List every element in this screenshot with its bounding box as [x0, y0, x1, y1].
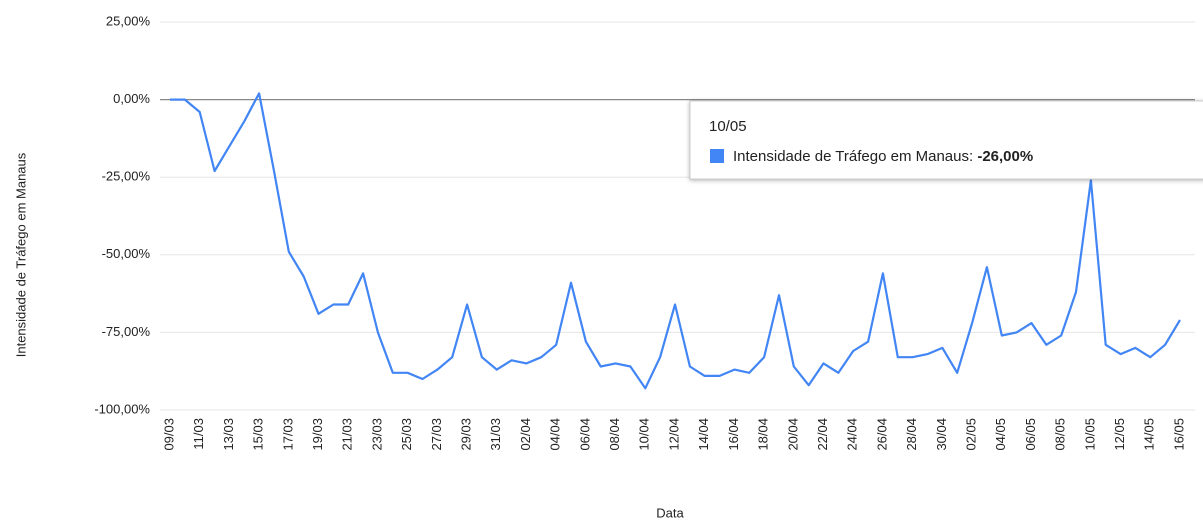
- x-tick-label: 27/03: [429, 418, 444, 451]
- x-tick-label: 11/03: [191, 418, 206, 450]
- x-tick-label: 28/04: [904, 418, 919, 451]
- x-tick-label: 06/05: [1023, 418, 1038, 451]
- x-tick-label: 29/03: [458, 418, 473, 451]
- x-tick-label: 16/04: [726, 418, 741, 451]
- x-tick-label: 30/04: [934, 418, 949, 451]
- x-tick-label: 16/05: [1171, 418, 1186, 451]
- y-axis-title: Intensidade de Tráfego em Manaus: [13, 152, 28, 357]
- x-tick-label: 08/05: [1053, 418, 1068, 451]
- x-tick-label: 31/03: [488, 418, 503, 451]
- tooltip-label: Intensidade de Tráfego em Manaus:: [733, 148, 973, 165]
- x-tick-label: 18/04: [756, 418, 771, 451]
- x-tick-label: 04/05: [993, 418, 1008, 451]
- x-tick-label: 15/03: [251, 418, 266, 451]
- x-tick-label: 25/03: [399, 418, 414, 451]
- x-tick-label: 12/05: [1112, 418, 1127, 451]
- x-tick-label: 22/04: [815, 418, 830, 451]
- x-tick-label: 26/04: [874, 418, 889, 451]
- line-series: [170, 92, 1181, 390]
- x-tick-label: 09/03: [161, 418, 176, 451]
- x-tick-label: 06/04: [577, 418, 592, 451]
- x-tick-label: 10/05: [1082, 418, 1097, 451]
- x-tick-label: 04/04: [548, 418, 563, 451]
- x-tick-label: 13/03: [221, 418, 236, 451]
- x-tick-label: 19/03: [310, 418, 325, 451]
- y-tick-label: 0,00%: [113, 91, 150, 106]
- tooltip: 10/05 Intensidade de Tráfego em Manaus: …: [689, 100, 1203, 180]
- x-tick-label: 14/05: [1142, 418, 1157, 451]
- tooltip-swatch: [710, 149, 724, 163]
- y-tick-label: -25,00%: [102, 169, 151, 184]
- y-tick-label: -75,00%: [102, 324, 151, 339]
- tooltip-text: Intensidade de Tráfego em Manaus: -26,00…: [733, 148, 1033, 165]
- x-tick-label: 24/04: [845, 418, 860, 451]
- x-tick-label: 02/05: [963, 418, 978, 451]
- x-tick-label: 14/04: [696, 418, 711, 451]
- x-axis-title: Data: [656, 505, 684, 520]
- y-tick-label: 25,00%: [106, 13, 151, 28]
- x-tick-label: 02/04: [518, 418, 533, 451]
- x-tick-label: 23/03: [369, 418, 384, 451]
- y-tick-label: -50,00%: [102, 246, 151, 261]
- x-tick-label: 10/04: [637, 418, 652, 451]
- x-tick-label: 12/04: [666, 418, 681, 451]
- x-tick-label: 17/03: [280, 418, 295, 451]
- tooltip-box: [689, 100, 1203, 180]
- x-tick-label: 08/04: [607, 418, 622, 451]
- tooltip-value: -26,00%: [977, 148, 1033, 165]
- tooltip-title: 10/05: [709, 118, 747, 135]
- x-tick-label: 21/03: [340, 418, 355, 451]
- y-tick-label: -100,00%: [94, 401, 150, 416]
- x-tick-label: 20/04: [785, 418, 800, 451]
